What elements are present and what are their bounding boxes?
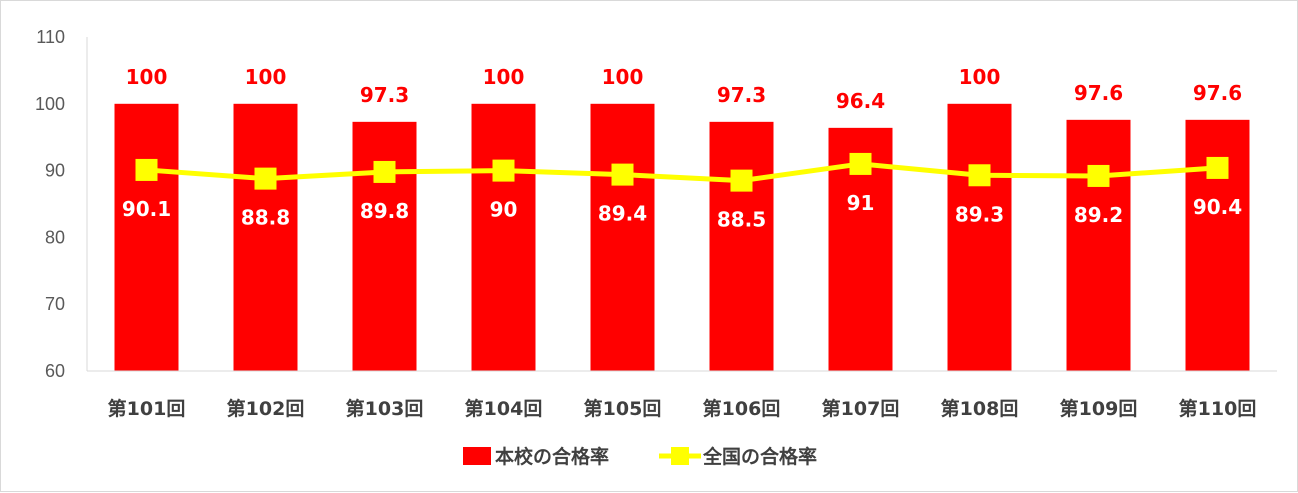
line-data-label: 89.2 (1074, 203, 1123, 227)
x-tick-label: 第106回 (703, 397, 781, 420)
x-tick-label: 第110回 (1179, 397, 1257, 420)
x-axis: 第101回 第102回 第103回 第104回 第105回 第106回 第107回 第108回… (87, 370, 1277, 420)
line-marker (1087, 164, 1110, 187)
line-data-label: 89.4 (598, 202, 647, 226)
y-tick-label: 60 (45, 361, 65, 381)
legend-swatch-school (463, 447, 491, 465)
bar-data-label: 97.3 (360, 83, 409, 107)
line-marker (611, 163, 634, 186)
x-tick-label: 第101回 (108, 397, 186, 420)
bar (709, 121, 774, 371)
bar (352, 121, 417, 371)
line-data-label: 88.5 (717, 208, 766, 232)
line-data-label: 89.8 (360, 199, 409, 223)
x-tick-label: 第109回 (1060, 397, 1138, 420)
bar-data-label: 97.6 (1074, 81, 1123, 105)
line-data-label: 88.8 (241, 206, 290, 230)
x-tick-label: 第107回 (822, 397, 900, 420)
line-data-label: 90.4 (1193, 195, 1242, 219)
line-marker (968, 164, 991, 187)
bar (233, 103, 298, 372)
y-tick-label: 80 (45, 227, 65, 247)
bar (114, 103, 179, 372)
line-marker (849, 152, 872, 175)
line-marker (492, 159, 515, 182)
line-marker (254, 167, 277, 190)
x-tick-label: 第102回 (227, 397, 305, 420)
line-series-national (135, 152, 1229, 192)
bar-data-label: 96.4 (836, 89, 885, 113)
bar-data-label: 100 (959, 65, 1001, 89)
bar (590, 103, 655, 372)
bar-data-label: 100 (245, 65, 287, 89)
bar-data-label: 97.3 (717, 83, 766, 107)
line-marker (135, 158, 158, 181)
legend-label-national: 全国の合格率 (702, 445, 817, 468)
y-axis: 60 70 80 90 100 110 (35, 27, 88, 381)
line-data-label: 90.1 (122, 197, 171, 221)
y-tick-label: 90 (45, 161, 65, 181)
line-data-labels: 90.1 88.8 89.8 90 89.4 88.5 91 89.3 89.2 90.4 (122, 191, 1242, 232)
bar-data-labels: 100 100 97.3 100 100 97.3 96.4 100 97.6 97.6 (126, 65, 1243, 113)
line-marker (373, 160, 396, 183)
line-data-label: 91 (847, 191, 875, 215)
y-tick-label: 70 (45, 294, 65, 314)
bar-data-label: 100 (483, 65, 525, 89)
x-tick-label: 第103回 (346, 397, 424, 420)
bar-series-school (114, 103, 1250, 372)
legend-label-school: 本校の合格率 (495, 445, 609, 468)
x-tick-label: 第104回 (465, 397, 543, 420)
bar (471, 103, 536, 372)
legend: 本校の合格率 全国の合格率 (463, 445, 817, 468)
x-tick-label: 第108回 (941, 397, 1019, 420)
series-line (146, 161, 1218, 184)
bar (947, 103, 1012, 372)
bar-data-label: 100 (602, 65, 644, 89)
line-data-label: 90 (490, 198, 518, 222)
y-tick-label: 110 (36, 27, 65, 47)
bar-data-label: 100 (126, 65, 168, 89)
bar-data-label: 97.6 (1193, 81, 1242, 105)
line-marker (1206, 156, 1229, 179)
y-tick-label: 100 (35, 94, 65, 114)
line-marker (730, 169, 753, 192)
x-tick-label: 第105回 (584, 397, 662, 420)
bar (1066, 119, 1131, 371)
line-data-label: 89.3 (955, 202, 1004, 226)
legend-marker-national (671, 447, 689, 465)
